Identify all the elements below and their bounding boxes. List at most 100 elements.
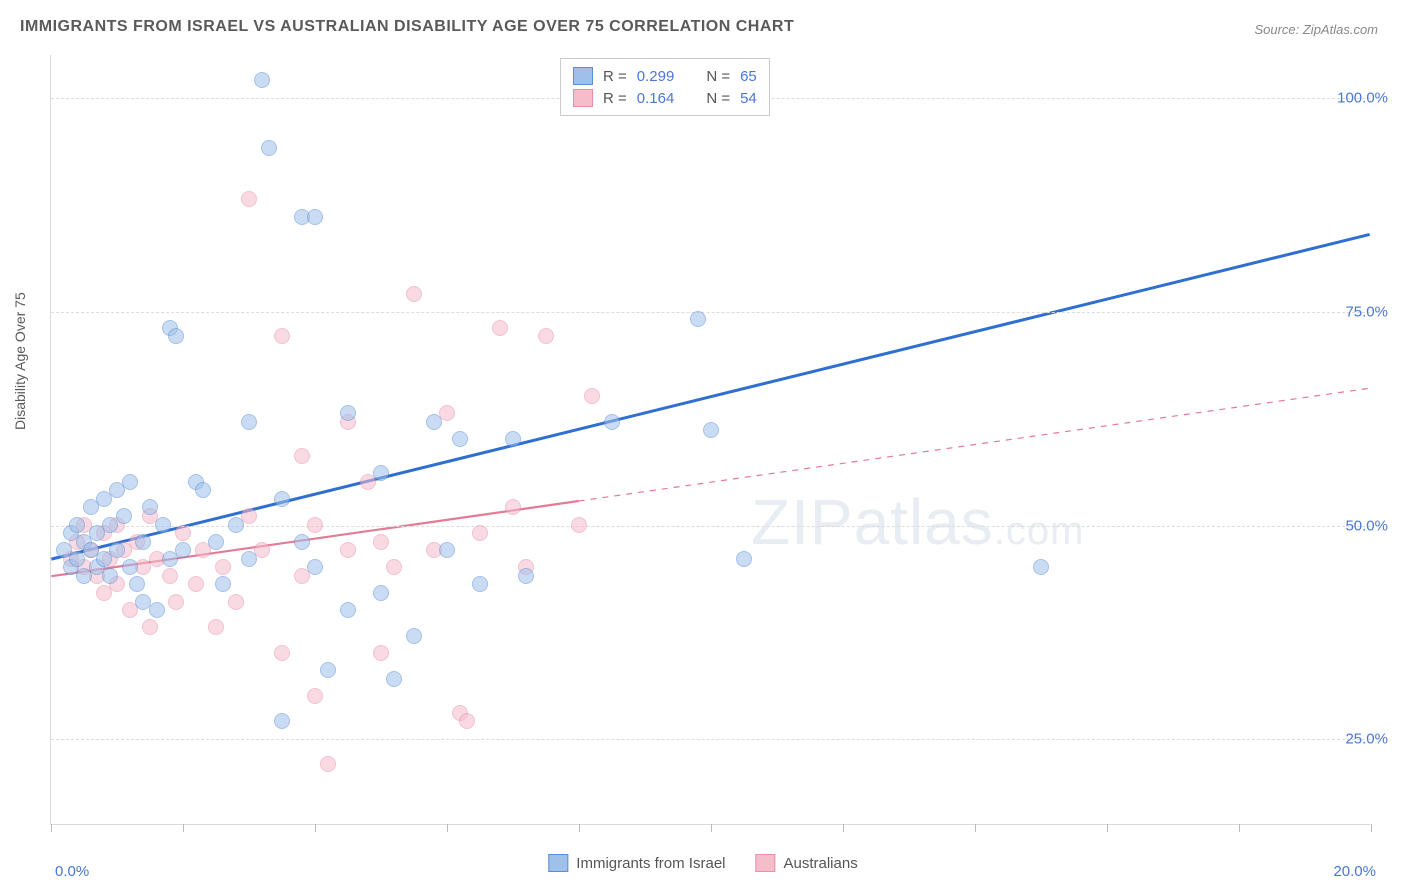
scatter-point: [168, 594, 184, 610]
scatter-point: [294, 448, 310, 464]
x-tick: [315, 824, 316, 832]
x-tick-label-min: 0.0%: [55, 863, 89, 880]
scatter-point: [505, 499, 521, 515]
swatch-pink: [756, 854, 776, 872]
scatter-point: [149, 602, 165, 618]
scatter-point: [215, 576, 231, 592]
scatter-point: [307, 559, 323, 575]
scatter-point: [307, 517, 323, 533]
chart-container: IMMIGRANTS FROM ISRAEL VS AUSTRALIAN DIS…: [0, 0, 1406, 892]
watermark-text: ZIPatlas: [751, 486, 994, 558]
scatter-point: [241, 414, 257, 430]
trendline: [579, 388, 1370, 501]
r-label: R =: [603, 68, 627, 85]
scatter-point: [736, 551, 752, 567]
scatter-point: [274, 645, 290, 661]
n-label: N =: [706, 68, 730, 85]
scatter-point: [254, 72, 270, 88]
scatter-point: [228, 594, 244, 610]
scatter-point: [472, 576, 488, 592]
scatter-point: [168, 328, 184, 344]
stats-row-pink: R = 0.164 N = 54: [573, 87, 757, 109]
x-tick: [1371, 824, 1372, 832]
x-tick: [51, 824, 52, 832]
scatter-point: [1033, 559, 1049, 575]
scatter-point: [208, 534, 224, 550]
scatter-point: [604, 414, 620, 430]
scatter-point: [373, 585, 389, 601]
scatter-point: [122, 559, 138, 575]
scatter-point: [241, 191, 257, 207]
scatter-point: [452, 431, 468, 447]
stats-legend: R = 0.299 N = 65 R = 0.164 N = 54: [560, 58, 770, 116]
swatch-pink: [573, 89, 593, 107]
scatter-point: [307, 209, 323, 225]
x-tick: [447, 824, 448, 832]
scatter-point: [571, 517, 587, 533]
x-tick: [1239, 824, 1240, 832]
scatter-point: [215, 559, 231, 575]
scatter-point: [386, 559, 402, 575]
watermark: ZIPatlas.com: [751, 485, 1084, 559]
n-label: N =: [706, 90, 730, 107]
scatter-point: [142, 619, 158, 635]
r-label: R =: [603, 90, 627, 107]
y-axis-label: Disability Age Over 75: [12, 292, 28, 430]
scatter-point: [195, 482, 211, 498]
scatter-point: [538, 328, 554, 344]
gridline-horizontal: [51, 739, 1370, 740]
scatter-point: [320, 662, 336, 678]
series-legend: Immigrants from Israel Australians: [548, 854, 857, 872]
scatter-point: [155, 517, 171, 533]
x-tick: [711, 824, 712, 832]
scatter-point: [294, 534, 310, 550]
scatter-point: [505, 431, 521, 447]
scatter-point: [340, 602, 356, 618]
scatter-point: [703, 422, 719, 438]
swatch-blue: [573, 67, 593, 85]
y-tick-label: 100.0%: [1337, 89, 1388, 106]
y-tick-label: 25.0%: [1345, 731, 1388, 748]
x-tick: [1107, 824, 1108, 832]
scatter-point: [459, 713, 475, 729]
x-tick: [579, 824, 580, 832]
scatter-point: [373, 645, 389, 661]
scatter-point: [472, 525, 488, 541]
legend-label-blue: Immigrants from Israel: [576, 855, 725, 872]
scatter-point: [690, 311, 706, 327]
source-attribution: Source: ZipAtlas.com: [1254, 22, 1378, 37]
trendlines-svg: [51, 55, 1370, 824]
gridline-horizontal: [51, 312, 1370, 313]
scatter-point: [188, 576, 204, 592]
n-value-pink: 54: [740, 90, 757, 107]
scatter-point: [518, 568, 534, 584]
r-value-blue: 0.299: [637, 68, 675, 85]
scatter-point: [373, 465, 389, 481]
scatter-point: [175, 542, 191, 558]
r-value-pink: 0.164: [637, 90, 675, 107]
scatter-point: [228, 517, 244, 533]
n-value-blue: 65: [740, 68, 757, 85]
x-tick: [183, 824, 184, 832]
scatter-point: [373, 534, 389, 550]
scatter-point: [340, 542, 356, 558]
y-tick-label: 50.0%: [1345, 517, 1388, 534]
stats-row-blue: R = 0.299 N = 65: [573, 65, 757, 87]
legend-item-pink: Australians: [756, 854, 858, 872]
scatter-point: [492, 320, 508, 336]
scatter-point: [241, 551, 257, 567]
scatter-point: [102, 568, 118, 584]
scatter-point: [406, 628, 422, 644]
scatter-point: [274, 491, 290, 507]
x-tick: [843, 824, 844, 832]
scatter-point: [208, 619, 224, 635]
scatter-point: [320, 756, 336, 772]
scatter-point: [340, 405, 356, 421]
x-tick: [975, 824, 976, 832]
scatter-point: [386, 671, 402, 687]
watermark-suffix: .com: [994, 509, 1085, 553]
scatter-point: [175, 525, 191, 541]
scatter-point: [122, 474, 138, 490]
y-tick-label: 75.0%: [1345, 303, 1388, 320]
scatter-point: [135, 534, 151, 550]
